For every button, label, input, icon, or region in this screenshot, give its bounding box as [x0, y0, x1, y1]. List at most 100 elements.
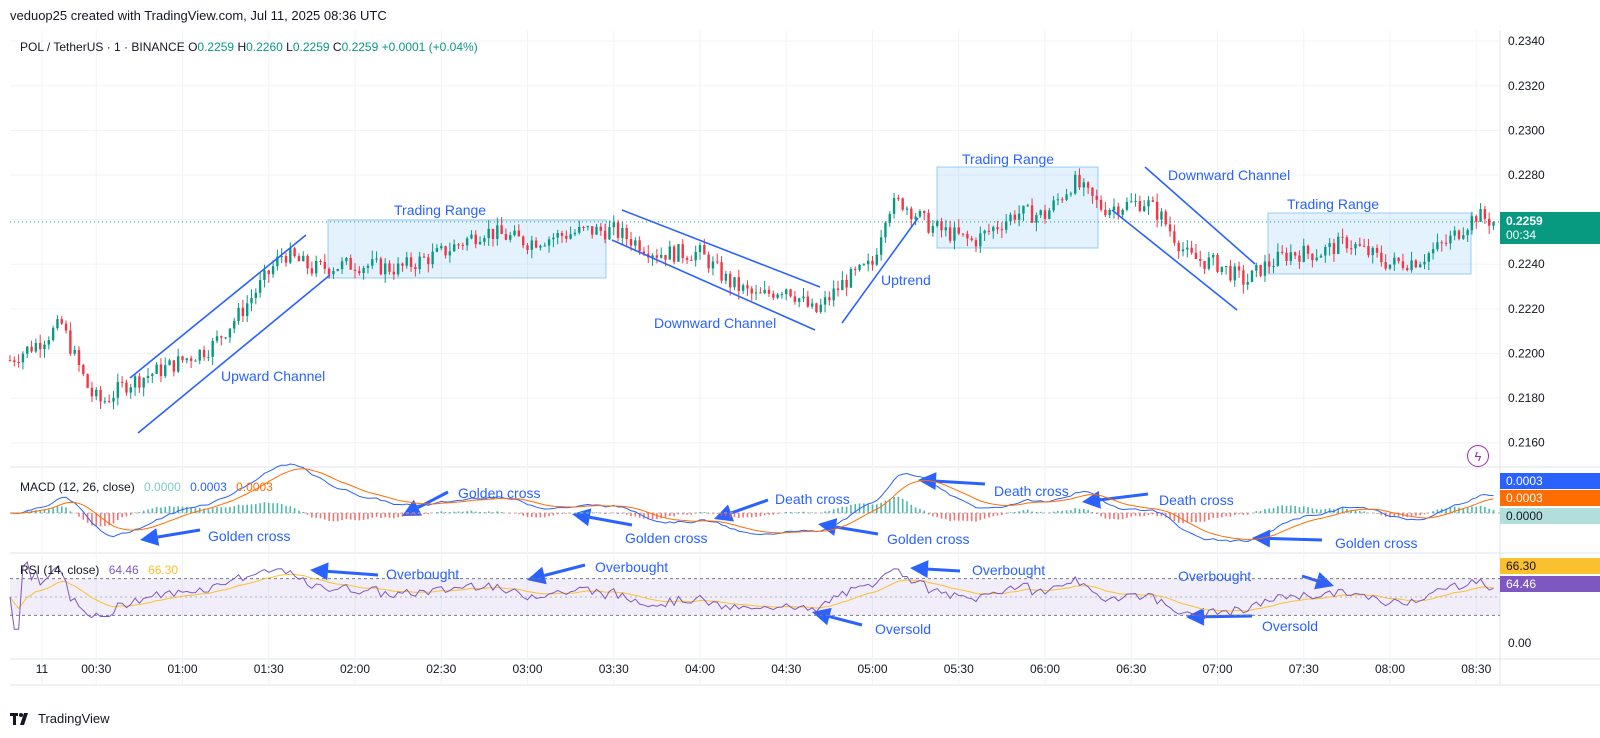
rsi-line — [9, 561, 1494, 630]
candle-body — [823, 297, 827, 305]
arrow-shaft — [835, 525, 879, 536]
macd-hist-bar — [988, 513, 990, 518]
annotation-downward-channel-2: Downward Channel — [1168, 167, 1290, 183]
candle-body — [996, 227, 999, 230]
candle-body — [17, 362, 20, 364]
candle-body — [1056, 199, 1060, 201]
macd-hist-bar — [656, 513, 658, 520]
macd-hist-bar — [164, 506, 167, 514]
macd-hist-bar — [354, 513, 356, 521]
candle-body — [944, 227, 948, 231]
macd-hist-bar — [1001, 513, 1003, 516]
annotation-arrow-icon — [812, 607, 863, 627]
macd-hist-bar — [1126, 513, 1128, 518]
annotation-oversold-2: Oversold — [1262, 618, 1318, 634]
candle-body — [237, 307, 240, 322]
candle-body — [30, 346, 33, 352]
candle-body — [1263, 261, 1267, 276]
macd-hist-bar — [962, 513, 964, 521]
candle-body — [1384, 262, 1387, 269]
macd-hist-bar — [914, 507, 917, 514]
close-value: 0.2259 — [341, 40, 379, 54]
time-tick-label: 02:30 — [426, 662, 456, 676]
arrow-shaft — [935, 479, 986, 486]
candle-body — [1470, 216, 1474, 231]
time-tick-label: 07:00 — [1202, 662, 1232, 676]
candle-body — [711, 261, 715, 269]
candle-body — [509, 235, 512, 240]
macd-hist-bar — [229, 506, 231, 514]
macd-hist-bar — [160, 507, 162, 514]
candle-body — [1190, 247, 1193, 253]
candle-body — [379, 258, 383, 275]
macd-hist-bar — [1031, 511, 1033, 514]
macd-hist-bar — [1014, 512, 1016, 514]
candle-body — [405, 257, 408, 266]
macd-hist-bar — [690, 513, 693, 515]
annotation-golden-cross-5: Golden cross — [1335, 535, 1417, 551]
arrow-head — [310, 562, 329, 581]
trend-line — [137, 274, 331, 434]
price-tick-label: 0.2220 — [1508, 302, 1545, 316]
candle-body — [983, 230, 986, 234]
candle-body — [866, 260, 870, 265]
candle-body — [569, 234, 572, 239]
candle-body — [1475, 216, 1478, 222]
candle-body — [340, 261, 344, 270]
candle-body — [1345, 237, 1349, 249]
candle-body — [534, 240, 538, 248]
candle-body — [780, 294, 784, 296]
annotation-arrow-icon — [1186, 607, 1253, 626]
macd-hist-bar — [1346, 508, 1348, 514]
annotation-oversold-1: Oversold — [875, 621, 931, 637]
macd-hist-bar — [496, 511, 499, 514]
macd-hist-bar — [190, 507, 192, 514]
macd-hist-bar — [1238, 513, 1240, 515]
macd-hist-bar — [1169, 513, 1171, 520]
candle-body — [172, 360, 176, 372]
macd-hist-bar — [1354, 510, 1357, 514]
macd-hist-bar — [52, 508, 54, 514]
candle-body — [1302, 245, 1305, 262]
annotation-overbought-2: Overbought — [595, 559, 668, 575]
candle-body — [746, 285, 749, 289]
macd-hist-bar — [449, 512, 451, 514]
arrow-shaft — [544, 563, 586, 577]
candle-body — [625, 227, 628, 239]
macd-hist-value: 0.0000 — [144, 480, 181, 494]
trend-line — [1111, 209, 1238, 311]
arrow-head — [402, 499, 423, 516]
candle-body — [1259, 264, 1262, 276]
candle-body — [95, 389, 98, 397]
candle-body — [1315, 257, 1318, 261]
candle-body — [638, 240, 641, 252]
candle-body — [418, 256, 421, 270]
candle-body — [383, 263, 387, 275]
candle-body — [427, 257, 430, 265]
macd-hist-bar — [1285, 505, 1288, 514]
candle-body — [1375, 248, 1379, 253]
macd-hist-bar — [992, 513, 995, 517]
macd-hist-bar — [39, 510, 41, 514]
macd-hist-bar — [237, 504, 240, 514]
candle-body — [681, 244, 684, 258]
candle-body — [422, 256, 426, 258]
macd-hist-bar — [246, 504, 248, 514]
macd-hist-bar — [664, 513, 667, 519]
open-label: O — [188, 40, 198, 54]
macd-hist-bar — [1190, 513, 1193, 523]
candle-body — [43, 344, 46, 350]
candle-body — [198, 349, 201, 361]
flash-icon[interactable]: ϟ — [1467, 445, 1489, 467]
candle-body — [1289, 252, 1293, 261]
macd-hist-bar — [99, 513, 102, 527]
rsi-value-tag: 64.46 — [1500, 576, 1600, 592]
macd-hist-bar — [194, 508, 197, 514]
candle-body — [353, 269, 357, 271]
macd-hist-bar — [60, 506, 63, 514]
candle-body — [1255, 264, 1258, 271]
trend-line — [611, 239, 816, 331]
candle-body — [793, 296, 797, 302]
candle-body — [970, 238, 973, 241]
